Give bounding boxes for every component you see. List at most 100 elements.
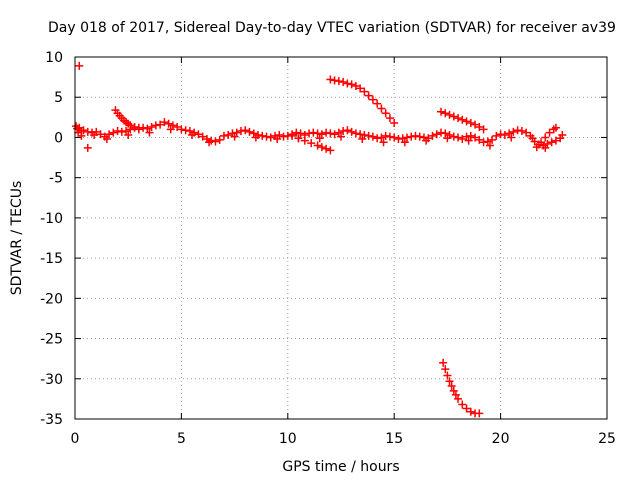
- data-point: [339, 77, 348, 86]
- data-point: [305, 129, 314, 138]
- series-arc-negative-17h: [439, 358, 484, 418]
- data-point: [249, 129, 258, 138]
- series-arc-start-2h: [111, 106, 143, 132]
- data-point: [379, 138, 388, 147]
- data-point: [390, 133, 399, 142]
- data-point: [90, 131, 99, 140]
- data-point: [173, 122, 182, 131]
- y-tick-label: 10: [45, 50, 63, 66]
- data-point: [532, 143, 541, 152]
- plot-frame: [74, 56, 608, 420]
- data-point: [488, 135, 497, 144]
- data-point: [326, 146, 335, 155]
- y-tick-label: -25: [40, 332, 63, 348]
- data-point: [232, 128, 241, 137]
- data-point: [547, 138, 556, 147]
- data-point: [215, 135, 224, 144]
- data-point: [432, 130, 441, 139]
- data-point: [551, 136, 560, 145]
- data-point: [439, 358, 448, 367]
- data-point: [334, 128, 343, 137]
- data-point: [541, 143, 550, 152]
- data-point: [517, 127, 526, 136]
- data-point: [105, 130, 114, 139]
- data-point: [394, 135, 403, 144]
- data-point: [445, 377, 454, 386]
- y-tick-label: -20: [40, 291, 63, 307]
- data-point: [505, 129, 514, 138]
- data-point: [513, 126, 522, 135]
- data-point: [317, 143, 326, 152]
- data-point: [398, 134, 407, 143]
- data-point: [483, 137, 492, 146]
- data-point: [79, 126, 88, 135]
- data-point: [326, 75, 335, 84]
- data-point: [400, 138, 409, 147]
- data-point: [451, 390, 460, 399]
- x-tick-label: 5: [177, 431, 186, 447]
- data-point: [381, 131, 390, 140]
- data-point: [326, 129, 335, 138]
- data-point: [145, 128, 154, 137]
- data-marks: [72, 61, 567, 418]
- data-point: [441, 129, 450, 138]
- data-point: [347, 80, 356, 89]
- data-point: [441, 109, 450, 118]
- data-point: [522, 128, 531, 137]
- data-point: [334, 77, 343, 86]
- data-point: [449, 112, 458, 121]
- data-point: [454, 133, 463, 142]
- data-point: [443, 371, 452, 380]
- data-point: [258, 131, 267, 140]
- data-point: [322, 128, 331, 137]
- y-tick-label: -15: [40, 251, 63, 267]
- data-point: [471, 133, 480, 142]
- y-axis-title: SDTVAR / TECUs: [9, 181, 25, 296]
- data-point: [296, 129, 305, 138]
- data-point: [330, 130, 339, 139]
- data-point: [241, 126, 250, 135]
- data-point: [279, 132, 288, 141]
- data-point: [558, 131, 567, 140]
- data-point: [75, 61, 84, 70]
- x-tick-label: 25: [598, 431, 616, 447]
- data-point: [390, 118, 399, 127]
- data-point: [273, 135, 282, 144]
- data-point: [117, 127, 126, 136]
- data-point: [475, 409, 484, 418]
- data-point: [251, 133, 260, 142]
- series-arc-descending-17h: [437, 107, 488, 134]
- data-point: [343, 126, 352, 135]
- data-point: [479, 138, 488, 147]
- data-point: [330, 76, 339, 85]
- data-point: [447, 382, 456, 391]
- data-point: [275, 131, 284, 140]
- data-point: [194, 130, 203, 139]
- series-outliers: [75, 61, 92, 152]
- data-point: [198, 132, 207, 141]
- data-point: [466, 118, 475, 127]
- data-point: [181, 126, 190, 135]
- data-point: [134, 123, 143, 132]
- data-point: [377, 104, 386, 113]
- data-point: [449, 132, 458, 141]
- data-point: [236, 127, 245, 136]
- y-tick-label: -5: [49, 171, 63, 187]
- data-point: [205, 138, 214, 147]
- x-axis-title: GPS time / hours: [282, 459, 399, 475]
- y-tick-label: 0: [54, 130, 63, 146]
- chart-title: Day 018 of 2017, Sidereal Day-to-day VTE…: [48, 20, 616, 36]
- data-point: [377, 133, 386, 142]
- data-point: [294, 134, 303, 143]
- data-point: [475, 122, 484, 131]
- data-point: [443, 134, 452, 143]
- data-point: [188, 131, 197, 140]
- data-point: [466, 407, 475, 416]
- data-point: [317, 130, 326, 139]
- data-point: [543, 139, 552, 148]
- data-point: [124, 131, 133, 140]
- data-point: [500, 131, 509, 140]
- data-point: [466, 131, 475, 140]
- data-point: [464, 136, 473, 145]
- grid: [75, 57, 607, 419]
